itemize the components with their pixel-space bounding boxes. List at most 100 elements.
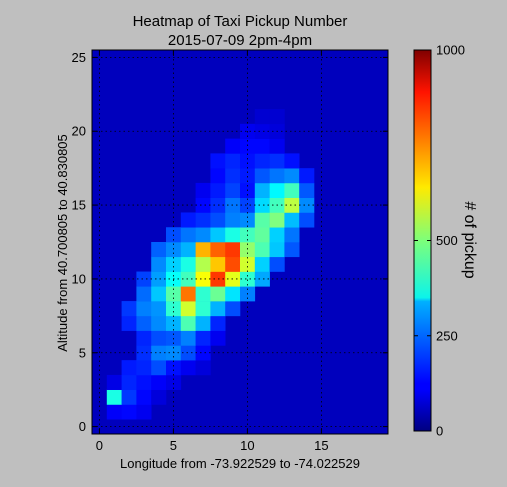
heatmap-cell [151,242,167,258]
heatmap-cell [240,242,256,258]
heatmap-cell [151,360,167,376]
heatmap-cell [166,256,182,272]
heatmap-cell [210,242,226,258]
heatmap-cell [210,197,226,213]
heatmap-cell [210,256,226,272]
plot-frame [91,49,389,435]
heatmap-cell [195,345,211,361]
heatmap-cell [121,374,137,390]
heatmap-cell [225,153,241,169]
heatmap-cell [136,286,152,302]
y-tick-label: 25 [72,50,86,65]
heatmap-cell [180,256,196,272]
heatmap-cell [269,212,285,228]
heatmap-cell [166,242,182,258]
heatmap-cells [106,109,315,420]
heatmap-cell [269,168,285,184]
heatmap-cell [284,212,300,228]
heatmap-cell [136,389,152,405]
y-tick-label: 0 [79,419,86,434]
heatmap-cell [180,330,196,346]
heatmap-cell [151,271,167,287]
heatmap-cell [254,138,270,154]
heatmap-cell [269,256,285,272]
heatmap-cell [254,242,270,258]
heatmap-cell [136,315,152,331]
heatmap-cell [269,138,285,154]
heatmap-cell [195,286,211,302]
heatmap-cell [269,227,285,243]
heatmap-cell [180,227,196,243]
heatmap-cell [284,227,300,243]
heatmap-cell [106,404,122,420]
heatmap-cell [166,315,182,331]
y-axis-ticks: 0 5 10 15 20 25 [72,50,388,434]
heatmap-cell [210,330,226,346]
heatmap-cell [284,168,300,184]
heatmap-cell [210,271,226,287]
heatmap-cell [225,242,241,258]
heatmap-cell [254,109,270,125]
chart-subtitle: 2015-07-09 2pm-4pm [168,32,312,49]
heatmap-cell [299,197,315,213]
y-tick-label: 10 [72,271,86,286]
heatmap-cell [195,315,211,331]
heatmap-cell [195,360,211,376]
heatmap-cell [136,345,152,361]
y-tick-label: 15 [72,198,86,213]
colorbar-ticks: 0 250 500 1000 [414,43,465,439]
heatmap-cell [240,271,256,287]
heatmap-cell [254,256,270,272]
heatmap-cell [151,286,167,302]
heatmap-cell [151,374,167,390]
y-axis-label: Altitude from 40.700805 to 40.830805 [55,134,70,352]
heatmap-cell [166,374,182,390]
heatmap-cell [299,212,315,228]
heatmap-cell [225,138,241,154]
heatmap-cell [151,345,167,361]
heatmap-cell [151,301,167,317]
heatmap-cell [180,345,196,361]
colorbar-label: # of pickup [461,201,478,278]
heatmap-cell [195,182,211,198]
heatmap-cell [210,227,226,243]
heatmap-cell [136,374,152,390]
heatmap-cell [195,197,211,213]
heatmap-cell [121,360,137,376]
heatmap-cell [299,182,315,198]
heatmap-cell [180,212,196,228]
heatmap-cell [136,360,152,376]
heatmap-cell [180,301,196,317]
heatmap-cell [166,360,182,376]
heatmap-cell [284,197,300,213]
heatmap-cell [195,212,211,228]
heatmap-cell [195,227,211,243]
heatmap-cell [240,256,256,272]
heatmap-cell [269,182,285,198]
heatmap-cell [254,123,270,139]
heatmap-cell [225,212,241,228]
heatmap-cell [180,286,196,302]
x-tick-label: 10 [240,438,254,453]
heatmap-cell [299,168,315,184]
y-tick-label: 20 [72,124,86,139]
heatmap-cell [254,212,270,228]
heatmap-cell [121,315,137,331]
heatmap-cell [180,271,196,287]
heatmap-cell [284,242,300,258]
heatmap-cell [240,212,256,228]
x-tick-label: 5 [170,438,177,453]
heatmap-cell [240,153,256,169]
heatmap-cell [240,138,256,154]
heatmap-cell [121,301,137,317]
heatmap-cell [151,389,167,405]
heatmap-cell [195,330,211,346]
heatmap-cell [210,286,226,302]
heatmap-cell [136,271,152,287]
heatmap-cell [225,301,241,317]
heatmap-cell [151,315,167,331]
x-axis-ticks: 0 5 10 15 [96,50,329,453]
heatmap-cell [210,182,226,198]
heatmap-cell [195,271,211,287]
heatmap-cell [210,153,226,169]
